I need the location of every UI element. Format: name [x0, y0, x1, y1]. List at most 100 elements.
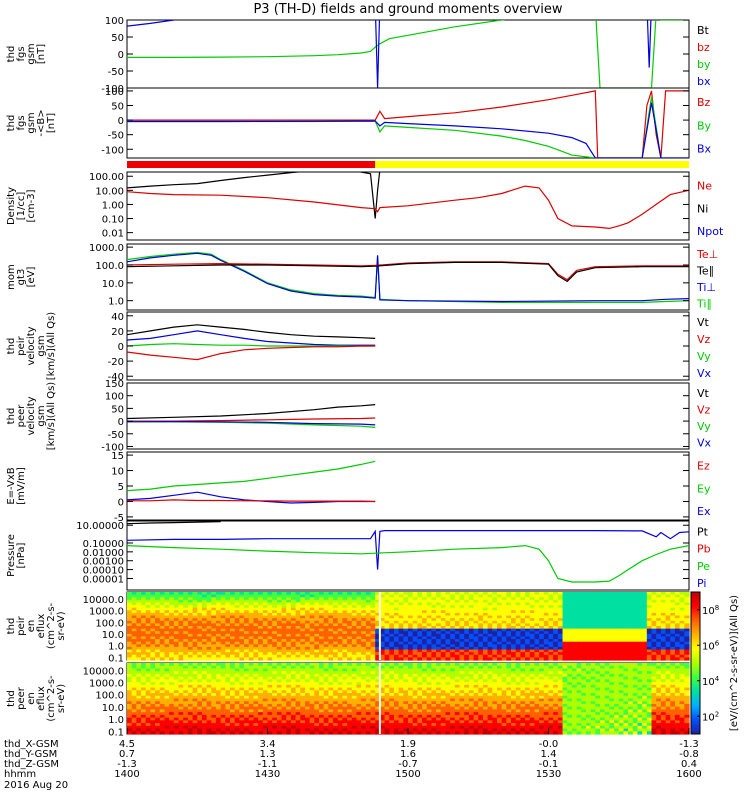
spectrogram-cell: [136, 620, 142, 624]
spectrogram-cell: [197, 682, 203, 686]
spectrogram-cell: [244, 682, 250, 686]
spectrogram-cell: [450, 646, 456, 651]
spectrogram-cell: [501, 602, 507, 606]
spectrogram-cell: [417, 657, 423, 661]
spectrogram-cell: [506, 620, 512, 624]
spectrogram-cell: [529, 652, 536, 656]
spectrogram-cell: [337, 690, 344, 694]
spectrogram-cell: [609, 657, 615, 661]
spectrogram-cell: [379, 663, 386, 667]
spectrogram-cell: [375, 728, 381, 732]
spectrogram-cell: [248, 599, 255, 604]
spectrogram-cell: [454, 592, 461, 596]
spectrogram-cell: [515, 605, 521, 609]
spectrogram-cell: [272, 731, 278, 735]
spectrogram-cell: [674, 649, 681, 653]
spectrogram-cell: [684, 654, 690, 658]
spectrogram-cell: [571, 618, 578, 622]
spectrogram-cell: [637, 636, 643, 640]
spectrogram-cell: [169, 693, 175, 697]
spectrogram-cell: [337, 720, 344, 724]
spectrogram-cell: [155, 618, 161, 622]
spectrogram-cell: [393, 671, 400, 675]
spectrogram-cell: [628, 636, 634, 640]
spectrogram-cell: [267, 693, 273, 697]
spectrogram-cell: [515, 607, 521, 611]
spectrogram-cell: [562, 607, 568, 611]
spectrogram-cell: [272, 605, 278, 609]
y-tick-label: 0.01000: [83, 548, 124, 559]
spectrogram-cell: [618, 612, 625, 617]
spectrogram-cell: [178, 649, 184, 653]
spectrogram-cell: [651, 605, 657, 609]
spectrogram-cell: [230, 626, 236, 630]
spectrogram-cell: [581, 639, 587, 643]
spectrogram-cell: [408, 612, 414, 617]
spectrogram-cell: [468, 618, 475, 622]
spectrogram-cell: [192, 679, 198, 683]
spectrogram-cell: [178, 698, 184, 702]
spectrogram-cell: [328, 636, 334, 640]
y-axis-label: gsm: [36, 335, 47, 356]
spectrogram-cell: [319, 644, 325, 648]
spectrogram-cell: [164, 682, 170, 686]
spectrogram-cell: [159, 731, 166, 735]
spectrogram-cell: [534, 612, 540, 617]
spectrogram-cell: [267, 646, 273, 651]
spectrogram-cell: [192, 592, 198, 596]
spectrogram-cell: [347, 615, 353, 619]
spectrogram-cell: [248, 610, 255, 614]
series-group: [127, 521, 689, 583]
spectrogram-cell: [187, 612, 194, 617]
y-axis-label: thd: [6, 46, 17, 63]
spectrogram-cell: [300, 631, 306, 635]
spectrogram-cell: [609, 597, 615, 601]
spectrogram-cell: [440, 597, 447, 601]
spectrogram-cell: [417, 639, 423, 643]
spectrogram-cell: [230, 673, 236, 678]
spectrogram-cell: [389, 714, 395, 719]
spectrogram-cell: [670, 607, 676, 611]
spectrogram-cell: [478, 605, 484, 609]
spectrogram-cell: [515, 633, 521, 638]
spectrogram-cell: [164, 723, 170, 727]
spectrogram-cell: [333, 592, 339, 596]
spectrogram-cell: [600, 607, 606, 611]
spectrogram-cell: [258, 679, 264, 683]
spectrogram-cell: [328, 644, 334, 648]
spectrogram-cell: [628, 592, 634, 596]
spectrogram-cell: [632, 652, 639, 656]
spectrogram-cell: [244, 620, 250, 624]
legend-entry: Pe: [697, 560, 710, 573]
spectrogram-cell: [244, 641, 250, 645]
y-tick-label: 0.10: [102, 215, 124, 226]
spectrogram-cell: [482, 636, 489, 640]
spectrogram-cell: [468, 615, 475, 619]
spectrogram-cell: [595, 607, 601, 611]
spectrogram-cell: [520, 654, 526, 658]
spectrogram-cell: [342, 612, 348, 617]
spectrogram-cell: [361, 626, 367, 630]
spectrogram-cell: [220, 671, 226, 675]
spectrogram-cell: [450, 639, 456, 643]
spectrogram-cell: [384, 612, 390, 617]
spectrogram-cell: [628, 618, 634, 622]
spectrogram-cell: [239, 623, 245, 627]
spectrogram-cell: [319, 602, 325, 606]
spectrogram-cell: [225, 731, 231, 735]
spectrogram-cell: [262, 671, 269, 675]
spectrogram-cell: [614, 652, 620, 656]
spectrogram-cell: [267, 663, 273, 667]
spectrogram-cell: [365, 592, 372, 596]
panel-frame: [126, 243, 690, 311]
spectrogram-cell: [646, 605, 653, 609]
spectrogram-cell: [206, 644, 212, 648]
spectrogram-cell: [333, 641, 339, 645]
spectrogram-cell: [393, 652, 400, 656]
spectrogram-cell: [136, 690, 142, 694]
spectrogram-cell: [628, 599, 634, 604]
spectrogram-cell: [131, 679, 137, 683]
spectrogram-cell: [576, 654, 582, 658]
spectrogram-cell: [356, 652, 362, 656]
spectrogram-cell: [529, 612, 536, 617]
